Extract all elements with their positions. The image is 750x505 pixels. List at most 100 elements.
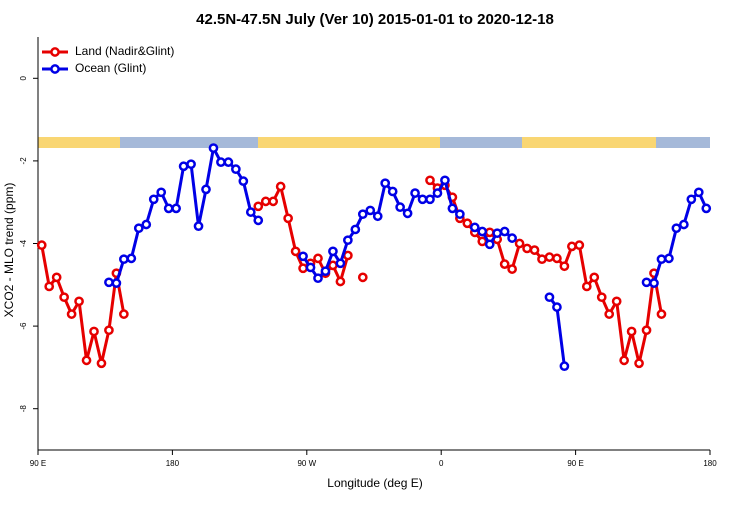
- series-point: [290, 246, 301, 257]
- series-point: [477, 226, 488, 237]
- y-tick-label: -8: [19, 405, 28, 413]
- series-point: [201, 184, 211, 195]
- series-point: [133, 223, 144, 234]
- series-point: [186, 159, 196, 170]
- series-point: [328, 246, 338, 257]
- series-point: [492, 228, 503, 239]
- series-point: [626, 326, 637, 337]
- series-point: [51, 272, 62, 283]
- series-point: [343, 250, 353, 261]
- series-point: [432, 188, 443, 198]
- series-point: [141, 219, 152, 230]
- series-point: [559, 261, 570, 272]
- series-point: [59, 292, 69, 303]
- series-point: [656, 309, 667, 319]
- series-point: [119, 254, 129, 265]
- series-point: [298, 263, 308, 274]
- series-point: [649, 278, 659, 288]
- series-point: [537, 254, 547, 265]
- series-point: [425, 175, 435, 186]
- series-point: [66, 309, 77, 319]
- series-point: [514, 238, 525, 249]
- series-point: [499, 259, 510, 269]
- x-tick-label: 0: [439, 459, 444, 468]
- series-point: [611, 296, 622, 307]
- series-point: [216, 157, 226, 167]
- series-point: [320, 266, 331, 277]
- series-point: [268, 196, 279, 207]
- legend-label: Land (Nadir&Glint): [75, 44, 174, 58]
- series-point: [693, 187, 704, 198]
- series-point: [178, 161, 189, 172]
- x-tick-label: 180: [166, 459, 180, 468]
- series-point: [148, 194, 159, 205]
- series-point: [455, 209, 465, 220]
- series-point: [380, 178, 391, 189]
- series-point: [74, 296, 84, 307]
- series-point: [260, 196, 271, 207]
- x-tick-label: 90 W: [297, 459, 316, 468]
- series-point: [328, 260, 338, 271]
- series-point: [298, 251, 308, 262]
- series-point: [193, 221, 204, 232]
- x-tick-label: 90 E: [567, 459, 583, 468]
- series-point: [335, 276, 346, 287]
- series-point: [469, 222, 480, 233]
- series-point: [343, 235, 353, 246]
- series-point: [402, 208, 413, 219]
- series-point: [313, 273, 323, 284]
- series-point: [44, 281, 55, 292]
- series-point: [36, 240, 47, 251]
- series-point: [447, 203, 458, 214]
- series-point: [440, 175, 450, 186]
- series-point: [634, 358, 644, 369]
- series-point: [619, 355, 629, 366]
- series-point: [552, 302, 562, 312]
- series-point: [223, 157, 234, 167]
- series-point: [589, 272, 600, 283]
- series-point: [119, 309, 129, 319]
- series-point: [126, 253, 137, 264]
- series-point: [544, 252, 555, 262]
- series-point: [410, 188, 420, 198]
- series-point: [365, 205, 376, 216]
- y-axis-label: XCO2 - MLO trend (ppm): [2, 183, 16, 318]
- series-point: [425, 194, 435, 205]
- series-point: [641, 325, 652, 336]
- series-point: [686, 194, 697, 205]
- series-point: [313, 253, 323, 264]
- x-tick-label: 90 E: [30, 459, 46, 468]
- series-point: [387, 186, 398, 197]
- series-point: [499, 226, 510, 237]
- series-point: [253, 201, 264, 212]
- series-point: [664, 253, 674, 264]
- series-point: [596, 292, 607, 303]
- legend-marker: [50, 64, 60, 74]
- y-tick-label: -2: [19, 157, 28, 165]
- series-point: [671, 223, 682, 234]
- series-point: [522, 243, 532, 254]
- series-point: [552, 253, 562, 264]
- land-ocean-strip: [38, 137, 710, 148]
- series-point: [529, 245, 540, 255]
- series-point: [350, 224, 361, 235]
- series-point: [544, 292, 555, 303]
- series-point: [395, 202, 405, 213]
- series-point: [305, 262, 316, 273]
- series-line: [301, 178, 461, 280]
- series-point: [111, 278, 122, 288]
- series-point: [507, 264, 517, 274]
- series-point: [253, 215, 264, 226]
- series-point: [484, 239, 495, 250]
- series-point: [477, 236, 488, 247]
- series-point: [81, 355, 92, 366]
- legend-label: Ocean (Glint): [75, 61, 146, 75]
- series-point: [208, 143, 219, 153]
- series-point: [484, 227, 495, 238]
- legend-marker: [50, 47, 60, 57]
- series-point: [238, 176, 249, 186]
- series-point: [679, 219, 689, 230]
- series-point: [701, 203, 712, 214]
